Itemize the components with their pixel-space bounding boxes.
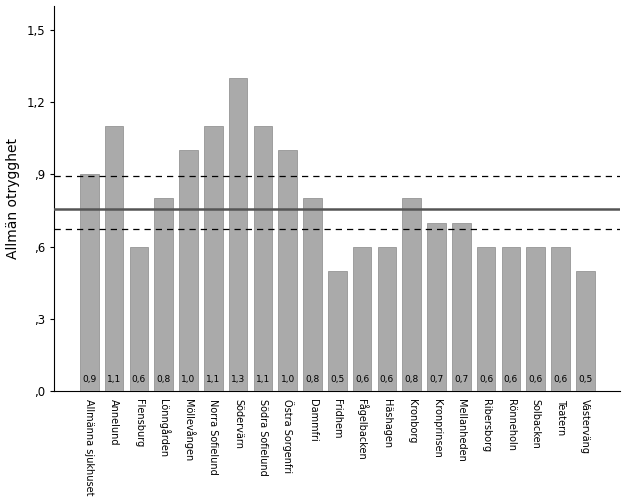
Text: 1,1: 1,1 (206, 375, 220, 384)
Text: 0,6: 0,6 (479, 375, 493, 384)
Text: 1,0: 1,0 (182, 375, 196, 384)
Text: 1,0: 1,0 (280, 375, 295, 384)
Bar (452, 222, 471, 391)
Text: 0,6: 0,6 (355, 375, 369, 384)
Bar (477, 246, 496, 391)
Text: 1,3: 1,3 (231, 375, 245, 384)
Bar (279, 150, 297, 391)
Bar (254, 126, 272, 391)
Bar (105, 126, 123, 391)
Bar (353, 246, 371, 391)
Bar (204, 126, 223, 391)
Bar (130, 246, 148, 391)
Text: 0,8: 0,8 (156, 375, 171, 384)
Bar (155, 198, 173, 391)
Text: 0,9: 0,9 (82, 375, 96, 384)
Text: 0,6: 0,6 (132, 375, 146, 384)
Bar (377, 246, 396, 391)
Text: 0,7: 0,7 (454, 375, 468, 384)
Bar (501, 246, 520, 391)
Bar (403, 198, 421, 391)
Text: 0,6: 0,6 (380, 375, 394, 384)
Bar (328, 271, 347, 391)
Bar (80, 174, 99, 391)
Text: 0,8: 0,8 (404, 375, 419, 384)
Y-axis label: Allmän otrygghet: Allmän otrygghet (6, 138, 19, 259)
Bar (552, 246, 570, 391)
Text: 1,1: 1,1 (107, 375, 121, 384)
Bar (526, 246, 545, 391)
Text: 0,8: 0,8 (305, 375, 320, 384)
Text: 1,1: 1,1 (256, 375, 270, 384)
Bar (428, 222, 446, 391)
Bar (229, 78, 247, 391)
Text: 0,6: 0,6 (553, 375, 568, 384)
Text: 0,7: 0,7 (429, 375, 444, 384)
Text: 0,5: 0,5 (578, 375, 593, 384)
Text: 0,6: 0,6 (529, 375, 543, 384)
Text: 0,6: 0,6 (504, 375, 518, 384)
Bar (303, 198, 322, 391)
Text: 0,5: 0,5 (331, 375, 344, 384)
Bar (576, 271, 595, 391)
Bar (179, 150, 198, 391)
